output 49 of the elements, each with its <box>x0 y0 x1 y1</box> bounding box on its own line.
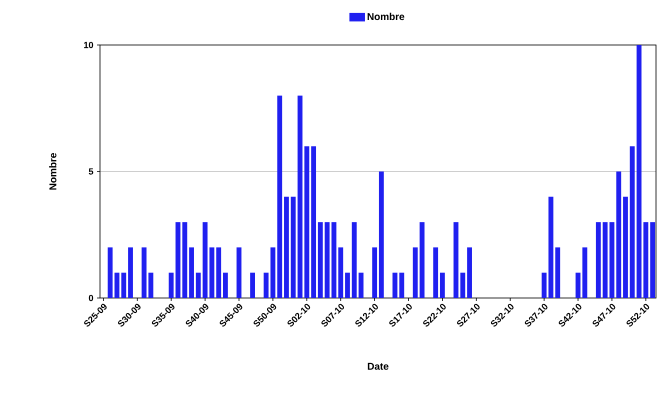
bar <box>352 222 357 298</box>
bar <box>582 247 588 298</box>
bar <box>168 272 174 298</box>
x-axis-title: Date <box>368 362 388 370</box>
y-tick-label: 10 <box>84 42 94 48</box>
bar <box>189 247 194 298</box>
bar <box>223 272 228 298</box>
bar <box>623 196 628 298</box>
bar <box>420 222 425 298</box>
bar <box>182 222 188 298</box>
bar <box>142 247 147 298</box>
bar <box>616 171 622 298</box>
bar <box>176 222 180 298</box>
bar <box>338 247 344 298</box>
bar <box>412 247 418 298</box>
bar <box>440 272 445 298</box>
bar <box>236 247 242 298</box>
y-tick-label: 0 <box>88 294 94 302</box>
bar <box>378 171 384 298</box>
bar <box>345 272 350 298</box>
bar <box>148 272 154 298</box>
bar <box>121 272 126 298</box>
bar <box>467 247 472 298</box>
bar <box>264 272 269 298</box>
bar <box>284 196 289 298</box>
bar <box>542 272 547 298</box>
bar <box>290 196 296 298</box>
bar <box>372 247 378 298</box>
bar <box>114 272 120 298</box>
bar <box>108 247 113 298</box>
bar <box>630 146 635 298</box>
bar <box>250 272 256 298</box>
bar <box>304 146 310 298</box>
y-tick-label: 5 <box>88 168 94 175</box>
y-axis-title: Nombre <box>49 153 56 190</box>
bar <box>331 222 336 298</box>
bar <box>298 96 302 298</box>
legend-label: Nombre <box>368 12 404 20</box>
bar <box>358 272 364 298</box>
bar <box>128 247 133 298</box>
bar <box>576 272 580 298</box>
bar <box>454 222 458 298</box>
bar <box>433 247 438 298</box>
bar <box>399 272 404 298</box>
bar <box>460 272 466 298</box>
bar <box>311 146 316 298</box>
bar <box>392 272 398 298</box>
bar <box>609 222 614 298</box>
bar <box>636 44 642 298</box>
